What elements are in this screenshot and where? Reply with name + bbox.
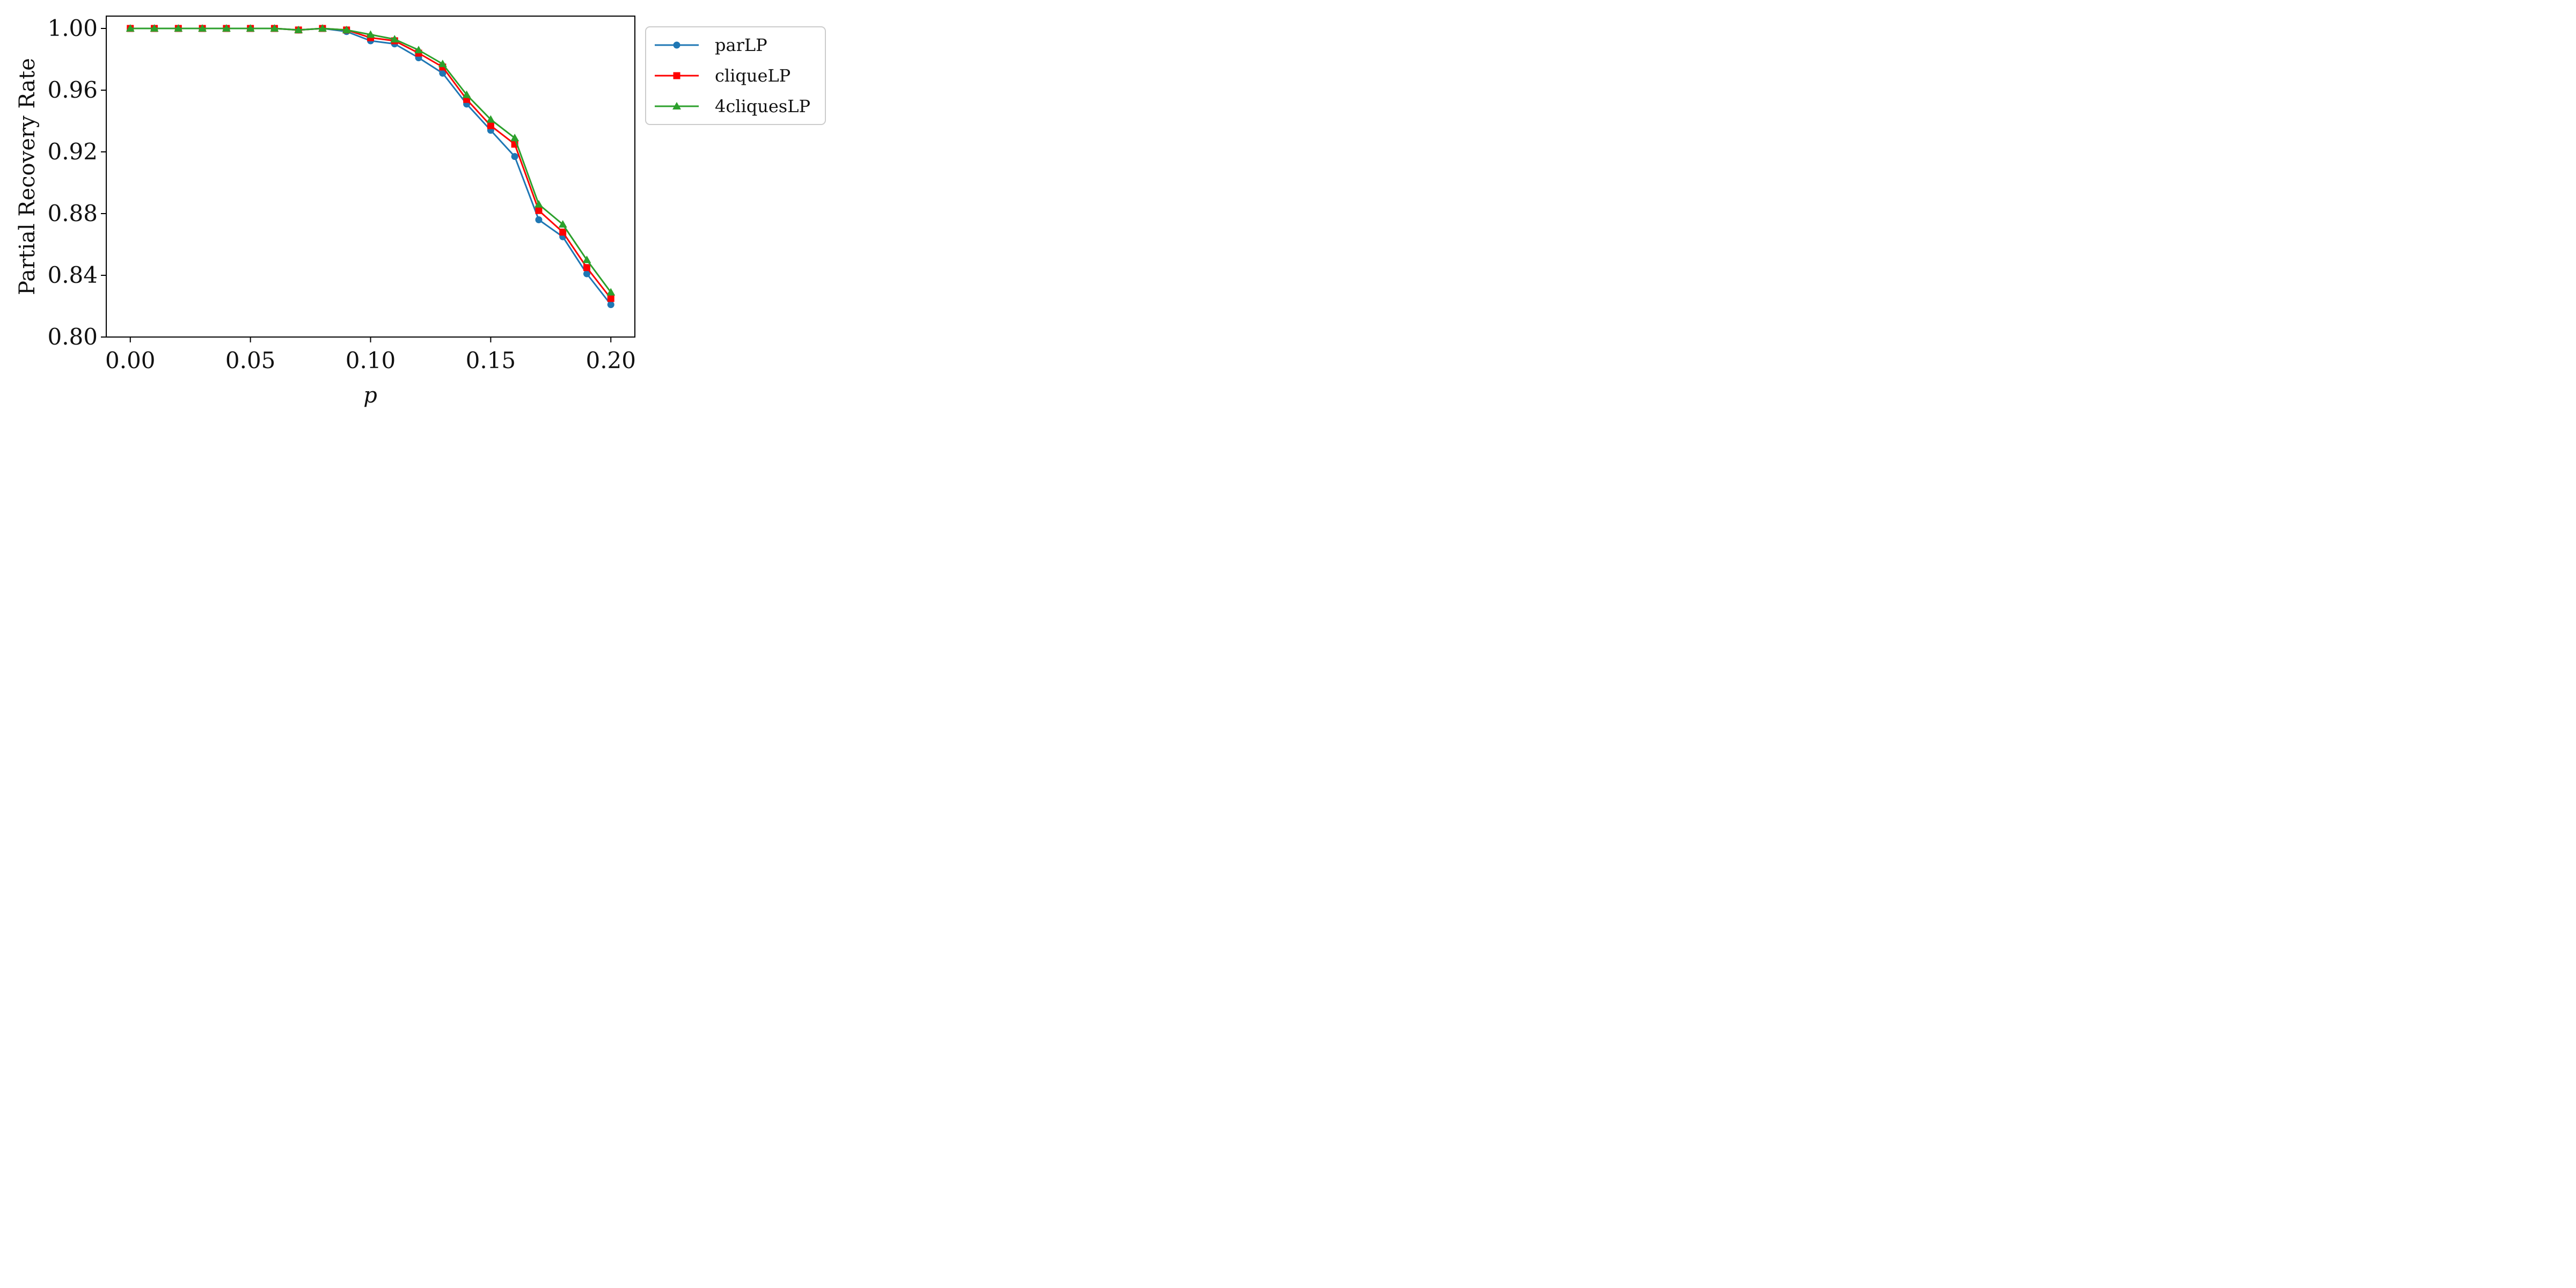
y-axis-ticks: 0.80 0.84 0.88 0.92 0.96 1.00 <box>47 15 106 350</box>
legend-label: parLP <box>715 35 767 55</box>
data-point <box>510 134 519 142</box>
data-point <box>559 229 567 236</box>
data-point <box>294 25 303 33</box>
legend-item: 4cliquesLP <box>655 96 810 116</box>
x-tick-label: 0.15 <box>466 347 516 374</box>
legend-marker <box>673 72 680 79</box>
y-tick-label: 0.88 <box>47 200 98 226</box>
data-point <box>535 216 543 223</box>
data-point <box>535 207 543 214</box>
data-point <box>607 301 614 309</box>
legend-box <box>645 26 826 125</box>
data-point <box>174 24 183 32</box>
y-axis-label: Partial Recovery Rate <box>15 58 40 295</box>
data-point <box>486 115 495 123</box>
data-point <box>342 25 351 33</box>
data-point <box>222 24 231 32</box>
data-point <box>438 60 447 68</box>
data-point <box>583 270 590 277</box>
data-point <box>126 24 135 32</box>
x-tick-label: 0.05 <box>225 347 276 374</box>
legend: parLP cliqueLP 4cliquesLP <box>645 26 826 125</box>
data-point <box>246 24 255 32</box>
plot-area <box>106 16 635 338</box>
data-point <box>511 153 518 160</box>
data-point <box>487 122 494 129</box>
legend-marker <box>672 102 681 109</box>
x-tick-label: 0.10 <box>346 347 396 374</box>
y-tick-label: 0.84 <box>47 262 98 288</box>
legend-item: cliqueLP <box>655 65 791 86</box>
legend-label: cliqueLP <box>715 65 791 86</box>
data-point <box>607 295 614 302</box>
legend-item: parLP <box>655 35 767 55</box>
x-tick-label: 0.00 <box>105 347 156 374</box>
data-point <box>318 24 327 32</box>
x-axis-ticks: 0.00 0.05 0.10 0.15 0.20 <box>105 337 636 374</box>
legend-label: 4cliquesLP <box>715 96 810 116</box>
data-point <box>534 200 543 208</box>
y-tick-label: 0.80 <box>47 324 98 350</box>
data-point <box>462 90 471 98</box>
x-axis-label: p <box>363 383 377 408</box>
y-tick-label: 1.00 <box>47 15 98 41</box>
data-point <box>390 35 399 43</box>
legend-marker <box>673 41 680 49</box>
line-chart: 0.80 0.84 0.88 0.92 0.96 1.00 0.00 0.05 0.10 0.1… <box>15 15 826 408</box>
data-point <box>414 46 423 54</box>
data-point <box>558 220 567 228</box>
data-point <box>583 264 590 272</box>
data-point <box>270 24 279 32</box>
data-point <box>150 24 159 32</box>
y-tick-label: 0.92 <box>47 138 98 165</box>
data-point <box>198 24 207 32</box>
data-point <box>439 69 447 77</box>
series-layer <box>126 24 616 309</box>
x-tick-label: 0.20 <box>586 347 636 374</box>
data-point <box>366 30 375 38</box>
data-point <box>582 255 591 264</box>
y-tick-label: 0.96 <box>47 77 98 103</box>
data-point <box>606 288 616 296</box>
series-4cliquesLP <box>126 24 616 296</box>
